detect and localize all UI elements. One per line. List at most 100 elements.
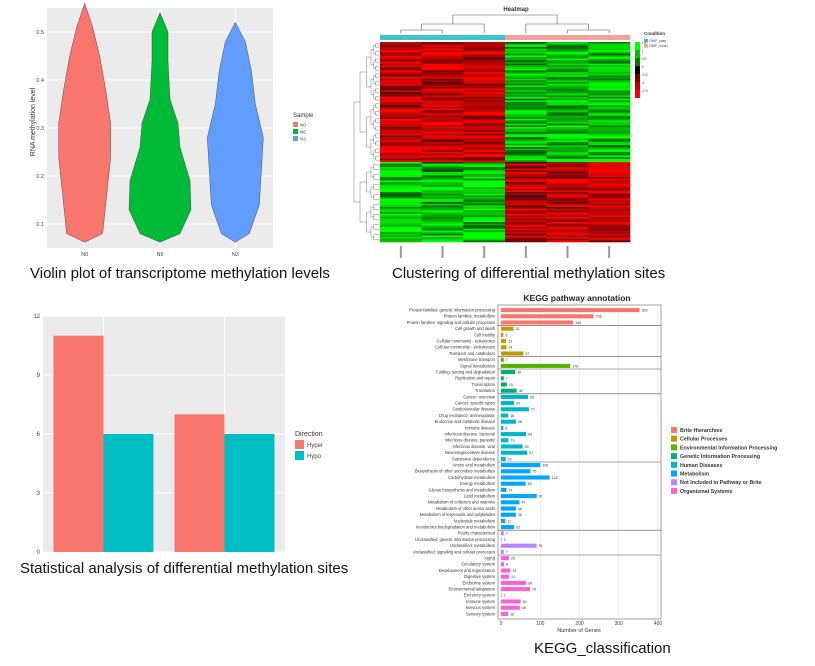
heatmap-cell <box>380 68 422 71</box>
kegg-category-label: Environmental adaptation <box>449 587 496 592</box>
heatmap-cell <box>421 182 464 184</box>
violin-legend-label: N3 <box>300 137 306 142</box>
heatmap-cell <box>463 207 506 209</box>
heatmap-cell <box>505 183 547 186</box>
heatmap-cell <box>588 102 631 104</box>
heatmap-cell <box>588 63 631 66</box>
kegg-bar-value: 47 <box>521 501 525 505</box>
heatmap-cell <box>546 170 589 173</box>
heatmap-cell <box>463 93 506 96</box>
heatmap-cell <box>588 108 631 111</box>
heatmap-cell <box>421 63 464 66</box>
heatmap-cell <box>588 233 631 236</box>
heatmap-cell <box>546 235 589 238</box>
heatmap-cell <box>588 190 631 193</box>
heatmap-cell <box>546 78 589 81</box>
kegg-category-label: Metabolism of cofactors and vitamins <box>428 500 495 505</box>
kegg-bar-value: 57 <box>525 352 529 356</box>
kegg-bar <box>501 382 507 387</box>
heatmap-cell <box>463 92 506 94</box>
heatmap-cell <box>505 227 547 229</box>
kegg-bars: 3532361843261314577176367154069337118386… <box>501 308 648 616</box>
heatmap-cell <box>380 132 422 134</box>
heatmap-cell <box>421 127 464 129</box>
heatmap-cell <box>463 228 506 231</box>
heatmap-cell <box>421 157 464 159</box>
kegg-bar-value: 184 <box>575 321 581 325</box>
heatmap-cell <box>546 125 589 128</box>
heatmap-cell <box>505 158 547 161</box>
heatmap-cell <box>380 95 422 98</box>
heatmap-cell <box>505 142 547 144</box>
heatmap-cell <box>421 195 464 198</box>
heatmap-cell <box>588 85 631 88</box>
heatmap-cell <box>421 215 464 218</box>
heatmap-cell <box>380 167 422 169</box>
kegg-bar <box>501 494 537 499</box>
heatmap-cell <box>505 202 547 204</box>
heatmap-cell <box>421 52 464 54</box>
violin-legend-swatch <box>293 136 298 141</box>
heatmap-cell <box>421 53 464 56</box>
kegg-bar <box>501 388 517 393</box>
heatmap-cell <box>421 223 464 226</box>
heatmap-cell <box>588 183 631 186</box>
heatmap-cell <box>505 140 547 143</box>
heatmap-cell <box>463 205 506 208</box>
heatmap-cell <box>380 125 422 128</box>
heatmap-column-label-mark <box>399 246 402 258</box>
heatmap-cell <box>588 225 631 228</box>
heatmap-cell <box>505 188 547 191</box>
heatmap-cell <box>588 135 631 138</box>
kegg-bar <box>501 401 514 406</box>
heatmap-cell <box>421 197 464 199</box>
kegg-legend-label: Environmental Information Processing <box>680 445 777 451</box>
heatmap-cell <box>505 135 547 138</box>
heatmap-cell <box>546 50 589 53</box>
kegg-bar-chart: KEGG pathway annotation 3532361843261314… <box>407 293 778 634</box>
heatmap-cell <box>505 118 547 121</box>
kegg-category-label: Cellular community - eukaryotes <box>437 339 495 344</box>
violin-N3 <box>207 21 264 243</box>
kegg-bar-value: 100 <box>542 464 548 468</box>
heatmap-cell <box>588 90 631 93</box>
heatmap-cell <box>421 213 464 216</box>
heatmap-cell <box>588 140 631 143</box>
heatmap-cell <box>546 165 589 168</box>
heatmap-cell <box>380 55 422 58</box>
heatmap-cell <box>380 198 422 201</box>
heatmap-cell <box>463 165 506 168</box>
kegg-bar-value: 7 <box>506 532 508 536</box>
heatmap-cell <box>546 162 589 164</box>
heatmap-cell <box>463 88 506 91</box>
heatmap-cell <box>505 155 547 158</box>
heatmap-cell <box>546 132 589 134</box>
heatmap-cells <box>380 42 631 243</box>
heatmap-cell <box>505 200 547 203</box>
heatmap-cell <box>463 215 506 218</box>
heatmap-cell <box>421 238 464 241</box>
kegg-bar <box>501 320 574 325</box>
heatmap-cell <box>546 157 589 159</box>
heatmap-cell <box>546 208 589 211</box>
heatmap-cell <box>421 183 464 186</box>
heatmap-cell <box>588 118 631 121</box>
heatmap-cell <box>421 62 464 64</box>
heatmap-cell <box>380 47 422 49</box>
bar-y-ticks: 0 3 6 9 12 <box>33 314 40 556</box>
kegg-x-ticks: 0 100 200 300 400 <box>500 621 663 627</box>
heatmap-cell <box>505 218 547 221</box>
heatmap-cell <box>380 130 422 133</box>
kegg-category-label: Nucleotide metabolism <box>454 518 496 523</box>
heatmap-cell <box>421 120 464 123</box>
kegg-bar-value: 353 <box>642 309 648 313</box>
heatmap-cell <box>546 127 589 129</box>
heatmap-cell <box>588 212 631 214</box>
heatmap-cell <box>380 213 422 216</box>
heatmap-cell <box>463 53 506 56</box>
heatmap-cell <box>421 118 464 121</box>
heatmap-cell <box>463 90 506 93</box>
heatmap-cell <box>505 173 547 176</box>
heatmap-cell <box>380 123 422 126</box>
heatmap-cell <box>463 123 506 126</box>
